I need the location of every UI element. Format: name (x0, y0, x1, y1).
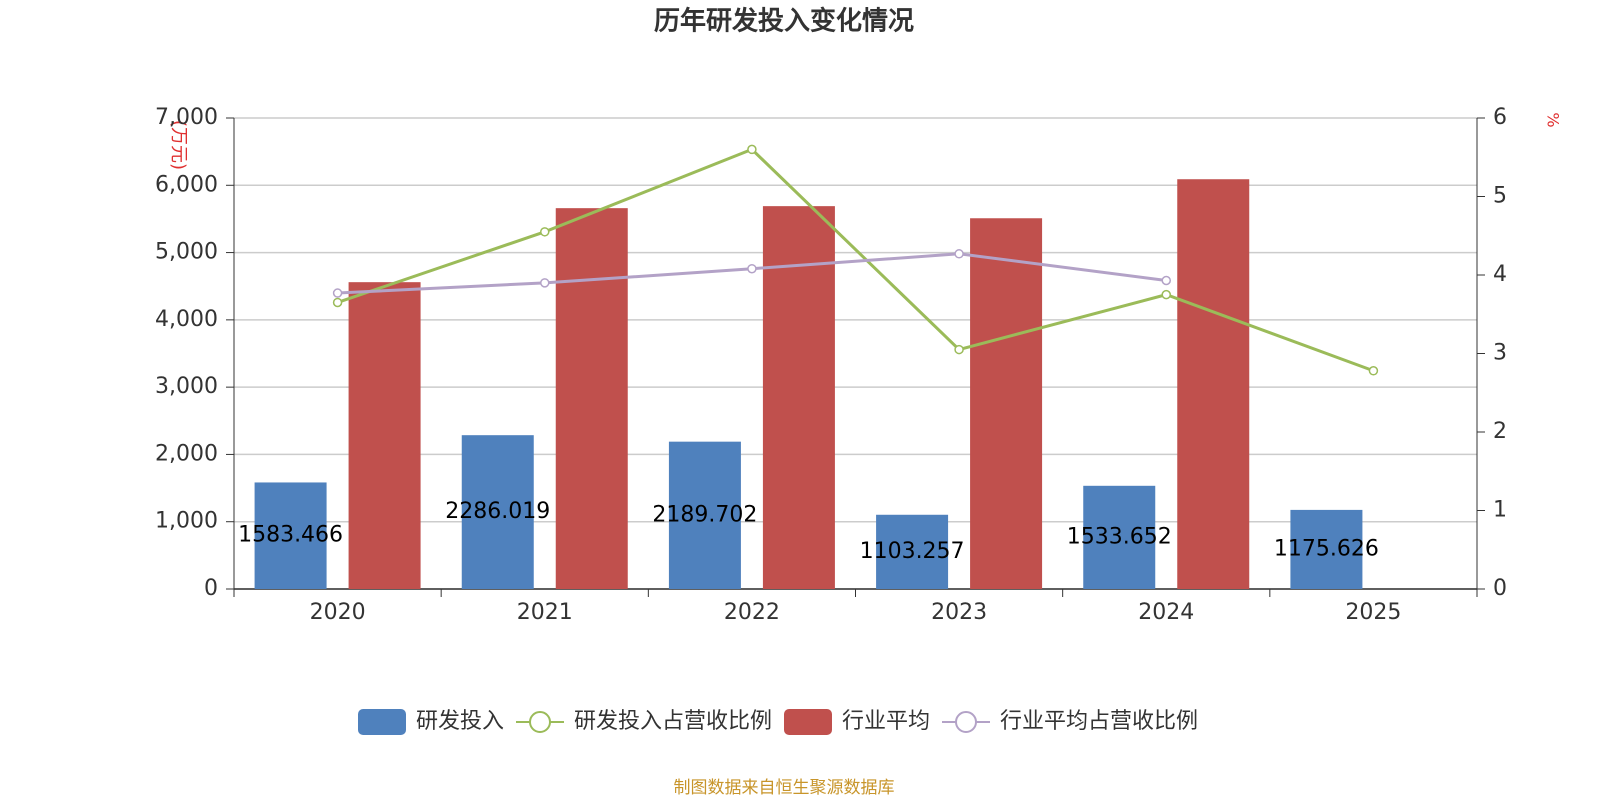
x-tick-label: 2020 (310, 600, 366, 625)
legend-swatch (358, 709, 406, 735)
point (1161, 275, 1171, 286)
legend-label: 行业平均 (842, 709, 930, 734)
bar (762, 206, 835, 589)
point (540, 278, 550, 288)
bar (1177, 179, 1250, 590)
x-tick-label: 2022 (724, 600, 780, 625)
x-tick-label: 2023 (931, 600, 987, 625)
legend-label: 行业平均占营收比例 (1000, 709, 1198, 734)
line (337, 147, 1374, 373)
point (747, 144, 757, 155)
x-tick-label: 2025 (1345, 600, 1401, 625)
bar (970, 218, 1043, 589)
point (1161, 289, 1171, 300)
x-tick-label: 2024 (1138, 600, 1194, 625)
point (332, 297, 343, 308)
y2-tick-label: 2 (1493, 419, 1507, 444)
legend-swatch (955, 711, 977, 733)
bar (668, 441, 741, 589)
chart-title: 历年研发投入变化情况 (654, 6, 914, 37)
bar (461, 435, 534, 589)
y-tick-label: 7,000 (155, 105, 218, 130)
legend-label: 研发投入占营收比例 (574, 709, 772, 734)
bar (1083, 485, 1156, 589)
y-tick-label: 1,000 (155, 509, 218, 534)
data-label: 1533.652 (1067, 524, 1172, 549)
bar (1290, 509, 1363, 589)
legend-label: 研发投入 (416, 709, 504, 734)
y2-tick-label: 3 (1493, 341, 1507, 366)
source-note: 制图数据来自恒生聚源数据库 (674, 778, 895, 798)
point (332, 288, 343, 298)
y-tick-label: 4,000 (155, 307, 218, 332)
y-tick-label: 0 (204, 576, 218, 601)
bar (555, 208, 628, 590)
y-tick-label: 5,000 (155, 240, 218, 265)
y2-tick-label: 0 (1493, 576, 1507, 601)
bar (254, 482, 327, 589)
y-axis-label: (万元) (168, 120, 189, 170)
point (747, 263, 757, 274)
data-label: 1583.466 (238, 523, 343, 548)
legend-swatch (784, 709, 832, 735)
y2-tick-label: 6 (1493, 105, 1507, 130)
point (540, 227, 550, 237)
data-label: 1103.257 (860, 539, 965, 564)
y-tick-label: 6,000 (155, 172, 218, 197)
y2-tick-label: 5 (1493, 184, 1507, 209)
bar (876, 514, 949, 589)
data-label: 2189.702 (652, 502, 757, 527)
y-tick-label: 2,000 (155, 441, 218, 466)
point (954, 249, 964, 259)
y2-tick-label: 4 (1493, 262, 1507, 287)
legend-swatch (529, 711, 551, 733)
y-tick-label: 3,000 (155, 374, 218, 399)
bar (348, 282, 421, 589)
y2-axis-label: % (1544, 112, 1563, 127)
data-label: 2286.019 (445, 499, 550, 524)
x-tick-label: 2021 (517, 600, 573, 625)
data-label: 1175.626 (1274, 536, 1379, 561)
y2-tick-label: 1 (1493, 498, 1507, 523)
point (954, 344, 964, 355)
point (1368, 366, 1379, 376)
